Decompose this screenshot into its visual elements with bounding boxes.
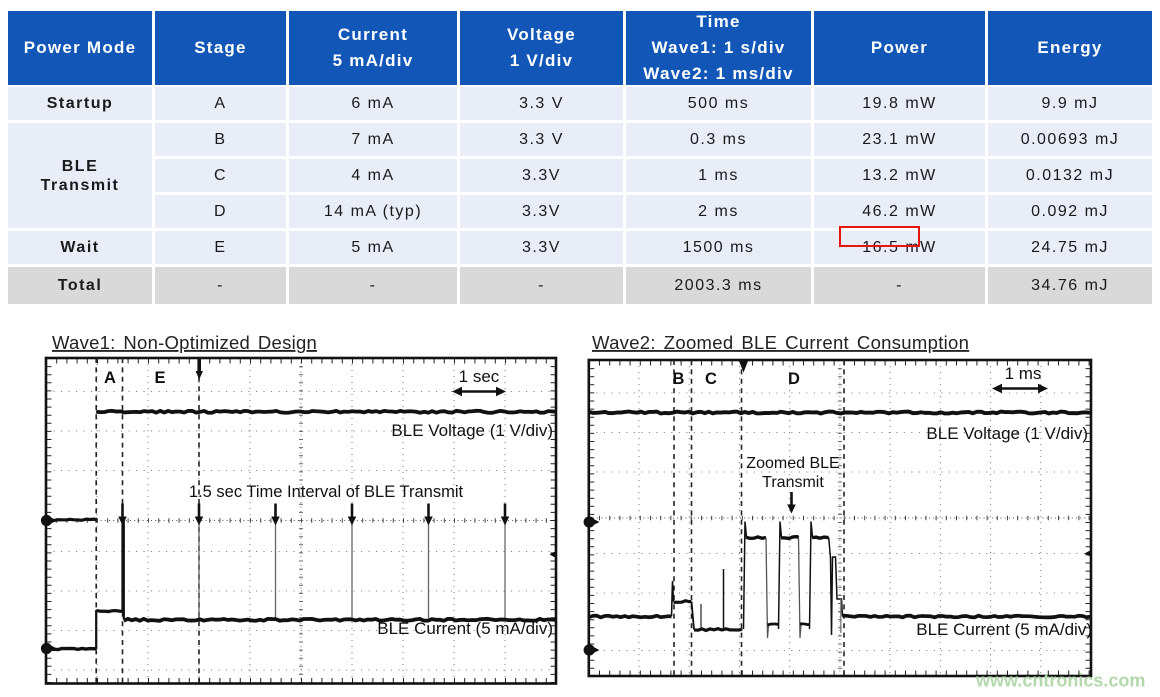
svg-text:1 ms: 1 ms <box>1005 364 1042 383</box>
svg-text:1 sec: 1 sec <box>459 367 500 386</box>
svg-text:C: C <box>705 370 717 388</box>
svg-text:Wave1: Non-Optimized Design: Wave1: Non-Optimized Design <box>52 332 317 353</box>
svg-text:D: D <box>788 370 800 388</box>
svg-text:E: E <box>154 369 165 387</box>
svg-text:Transmit: Transmit <box>762 474 824 491</box>
svg-text:A: A <box>104 369 116 387</box>
svg-text:Wave2: Zoomed BLE Current Cons: Wave2: Zoomed BLE Current Consumption <box>592 332 969 353</box>
svg-text:www.cntronics.com: www.cntronics.com <box>975 671 1145 691</box>
svg-text:1.5 sec Time Interval of BLE T: 1.5 sec Time Interval of BLE Transmit <box>189 483 464 501</box>
svg-text:BLE Voltage (1 V/div): BLE Voltage (1 V/div) <box>926 424 1088 443</box>
svg-text:BLE Voltage (1 V/div): BLE Voltage (1 V/div) <box>391 421 553 440</box>
svg-text:BLE Current (5 mA/div): BLE Current (5 mA/div) <box>916 620 1092 639</box>
svg-text:B: B <box>673 370 685 388</box>
svg-text:Zoomed BLE: Zoomed BLE <box>746 455 839 472</box>
svg-text:BLE Current (5 mA/div): BLE Current (5 mA/div) <box>377 619 553 638</box>
